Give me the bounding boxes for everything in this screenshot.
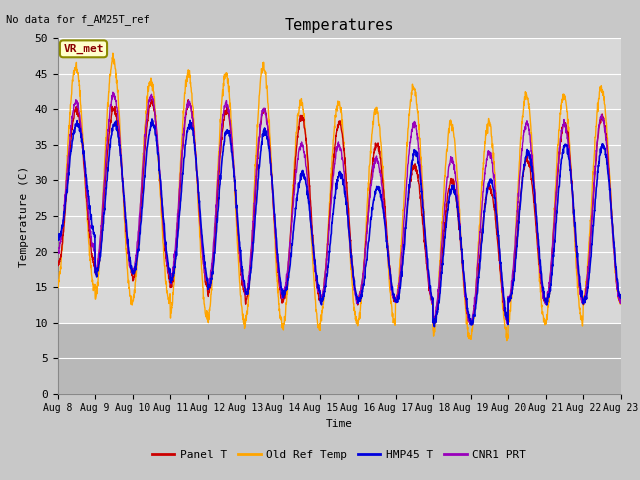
Y-axis label: Temperature (C): Temperature (C) xyxy=(19,166,29,266)
Bar xyxy=(58,323,621,394)
Title: Temperatures: Temperatures xyxy=(284,18,394,33)
Text: No data for f_AM25T_ref: No data for f_AM25T_ref xyxy=(6,14,150,25)
Text: VR_met: VR_met xyxy=(63,44,104,54)
Legend: Panel T, Old Ref Temp, HMP45 T, CNR1 PRT: Panel T, Old Ref Temp, HMP45 T, CNR1 PRT xyxy=(148,445,531,464)
X-axis label: Time: Time xyxy=(326,419,353,429)
